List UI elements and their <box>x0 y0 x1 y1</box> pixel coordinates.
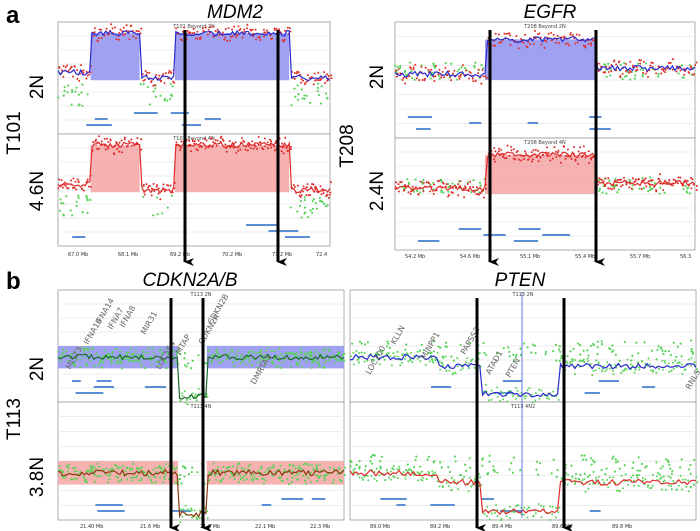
axis-cdkn: 21.40 Mb 21.6 Mb 21.9 Mb 22.1 Mb 22.3 Mb <box>80 524 330 530</box>
panel-label-a: a <box>6 2 20 29</box>
tick-mdm2-1: 68.1 Mb <box>118 252 138 258</box>
axis-pten: 89.0 Mb 89.2 Mb 89.4 Mb 89.6 Mb 89.8 Mb <box>370 524 632 530</box>
arrows <box>169 30 605 531</box>
tick-pten-2: 89.4 Mb <box>492 524 512 530</box>
plot-title-egfr-top: T208 Beyond 2N <box>523 24 566 30</box>
tick-pten-4: 89.8 Mb <box>612 524 632 530</box>
plot-title-cdkn-bottom: T113 4N <box>189 404 211 410</box>
tick-pten-0: 89.0 Mb <box>370 524 390 530</box>
tick-mdm2-3: 70.2 Mb <box>222 252 242 258</box>
plot-title-cdkn-top: T113 2N <box>189 292 211 298</box>
tick-cdkn-4: 22.3 Mb <box>310 524 330 530</box>
plot-title-egfr-bottom: T208 Beyond 4N <box>523 140 566 146</box>
plot-title-pten-bottom: T113 4N2 <box>510 404 535 410</box>
tick-pten-3: 89.6 Mb <box>552 524 572 530</box>
tick-mdm2-5: 72.4 <box>316 252 327 258</box>
tick-mdm2-4: 71.2 Mb <box>272 252 292 258</box>
gene-label-cdkn2ab: CDKN2A/B <box>142 270 238 291</box>
tick-cdkn-0: 21.40 Mb <box>80 524 103 530</box>
gene-label-pten: PTEN <box>494 270 546 291</box>
panel-label-b: b <box>6 268 21 295</box>
plot-title-pten-top: T113 2N <box>511 292 533 298</box>
plot-title-mdm2-top: T101 Beyond 2N <box>172 24 215 30</box>
tick-egfr-4: 55.7 Mb <box>630 254 650 260</box>
tick-cdkn-1: 21.6 Mb <box>140 524 160 530</box>
tick-mdm2-2: 69.2 Mb <box>170 252 190 258</box>
tick-egfr-3: 55.4 Mb <box>575 254 595 260</box>
tick-egfr-1: 54.6 Mb <box>460 254 480 260</box>
tick-egfr-5: 56.3 <box>680 254 691 260</box>
gene-label-egfr: EGFR <box>523 2 577 23</box>
tick-pten-1: 89.2 Mb <box>430 524 450 530</box>
tick-cdkn-3: 22.1 Mb <box>255 524 275 530</box>
tick-mdm2-0: 67.0 Mb <box>68 252 88 258</box>
tick-egfr-2: 55.1 Mb <box>520 254 540 260</box>
axis-mdm2: 67.0 Mb 68.1 Mb 69.2 Mb 70.2 Mb 71.2 Mb … <box>68 252 327 258</box>
gene-label-mdm2: MDM2 <box>207 2 263 23</box>
axis-egfr: 54.2 Mb 54.6 Mb 55.1 Mb 55.4 Mb 55.7 Mb … <box>405 254 691 260</box>
tick-egfr-0: 54.2 Mb <box>405 254 425 260</box>
plot-title-mdm2-bottom: T101 Beyond 4N <box>172 136 215 142</box>
